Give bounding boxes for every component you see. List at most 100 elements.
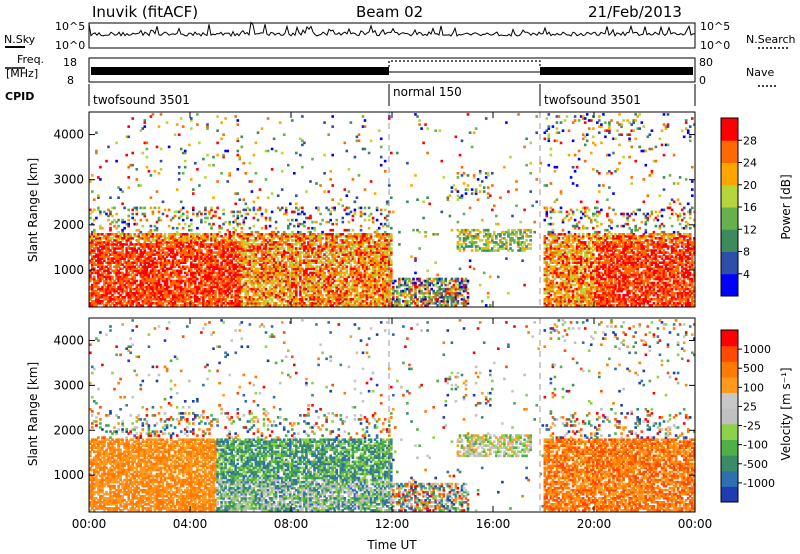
heatmap-cell [113, 206, 116, 210]
heatmap-cell [147, 273, 151, 277]
heatmap-cell [173, 214, 177, 218]
heatmap-cell [151, 281, 155, 285]
heatmap-cell [157, 295, 161, 299]
heatmap-cell [143, 279, 147, 283]
heatmap-cell [91, 304, 94, 307]
heatmap-cell [295, 202, 298, 206]
heatmap-cell [254, 172, 258, 175]
heatmap-cell [149, 287, 153, 291]
heatmap-cell [91, 285, 94, 289]
heatmap-cell [141, 267, 145, 271]
heatmap-cell [169, 304, 173, 307]
heatmap-cell [155, 190, 159, 193]
heatmap-cell [173, 253, 177, 256]
heatmap-cell [93, 285, 96, 289]
heatmap-cell [139, 255, 143, 258]
heatmap-cell [161, 287, 165, 291]
heatmap-cell [93, 251, 96, 254]
heatmap-cell [149, 233, 153, 236]
heatmap-cell [149, 304, 153, 307]
heatmap-cell [115, 267, 118, 271]
heatmap-cell [139, 285, 143, 289]
heatmap-cell [173, 133, 177, 136]
heatmap-cell [244, 202, 248, 206]
heatmap-cell [93, 208, 96, 212]
heatmap-cell [159, 287, 163, 291]
heatmap-cell [115, 273, 118, 277]
heatmap-cell [145, 251, 149, 254]
heatmap-cell [129, 285, 132, 289]
heatmap-cell [147, 243, 151, 246]
heatmap-cell [143, 241, 147, 244]
heatmap-cell [177, 165, 181, 169]
heatmap-cell [121, 283, 124, 287]
heatmap-cell [157, 300, 161, 303]
heatmap-cell [147, 304, 151, 307]
heatmap-cell [121, 271, 124, 275]
heatmap-cell [143, 298, 147, 301]
heatmap-cell [91, 283, 94, 287]
heatmap-cell [244, 172, 248, 175]
heatmap-cell [99, 178, 102, 181]
heatmap-cell [173, 287, 177, 291]
heatmap-cell [141, 259, 145, 262]
heatmap-cell [119, 233, 122, 236]
heatmap-cell [115, 269, 118, 273]
heatmap-cell [159, 285, 163, 289]
heatmap-cell [111, 298, 114, 301]
heatmap-cell [226, 180, 229, 183]
heatmap-cell [299, 153, 302, 157]
heatmap-cell [385, 200, 389, 204]
heatmap-cell [125, 247, 128, 250]
heatmap-cell [171, 289, 175, 293]
heatmap-cell [89, 298, 92, 301]
heatmap-cell [179, 243, 183, 246]
heatmap-cell [171, 241, 175, 244]
heatmap-cell [143, 300, 147, 303]
heatmap-cell [359, 224, 363, 228]
heatmap-cell [282, 247, 286, 250]
heatmap-cell [127, 218, 130, 222]
heatmap-cell [143, 125, 147, 128]
heatmap-cell [139, 287, 143, 291]
heatmap-cell [155, 233, 159, 236]
heatmap-cell [161, 275, 165, 279]
heatmap-cell [103, 295, 106, 299]
heatmap-cell [173, 235, 177, 238]
heatmap-cell [236, 214, 240, 218]
heatmap-cell [125, 273, 128, 277]
heatmap-cell [147, 255, 151, 258]
heatmap-cell [167, 241, 171, 244]
heatmap-cell [181, 298, 185, 301]
heatmap-cell [169, 291, 173, 295]
heatmap-cell [137, 243, 141, 246]
heatmap-cell [89, 180, 92, 183]
heatmap-cell [109, 289, 112, 293]
heatmap-cell [97, 196, 100, 199]
heatmap-cell [169, 283, 173, 287]
heatmap-cell [159, 283, 163, 287]
heatmap-cell [200, 218, 203, 222]
heatmap-cell [93, 263, 96, 266]
heatmap-cell [161, 279, 165, 283]
heatmap-cell [99, 279, 102, 283]
heatmap-cell [117, 271, 120, 275]
heatmap-cell [105, 279, 108, 283]
heatmap-cell [131, 247, 134, 250]
heatmap-cell [319, 184, 322, 187]
heatmap-cell [379, 145, 383, 149]
heatmap-cell [177, 285, 181, 289]
heatmap-cell [163, 289, 167, 293]
heatmap-cell [236, 168, 240, 171]
heatmap-cell [133, 298, 136, 301]
heatmap-cell [133, 291, 136, 295]
heatmap-cell [107, 247, 110, 250]
heatmap-cell [99, 269, 102, 273]
heatmap-cell [135, 302, 139, 305]
heatmap-cell [149, 251, 153, 254]
heatmap-cell [383, 208, 387, 212]
heatmap-cell [145, 141, 149, 145]
heatmap-cell [149, 269, 153, 273]
heatmap-cell [141, 251, 145, 254]
heatmap-cell [323, 172, 326, 175]
